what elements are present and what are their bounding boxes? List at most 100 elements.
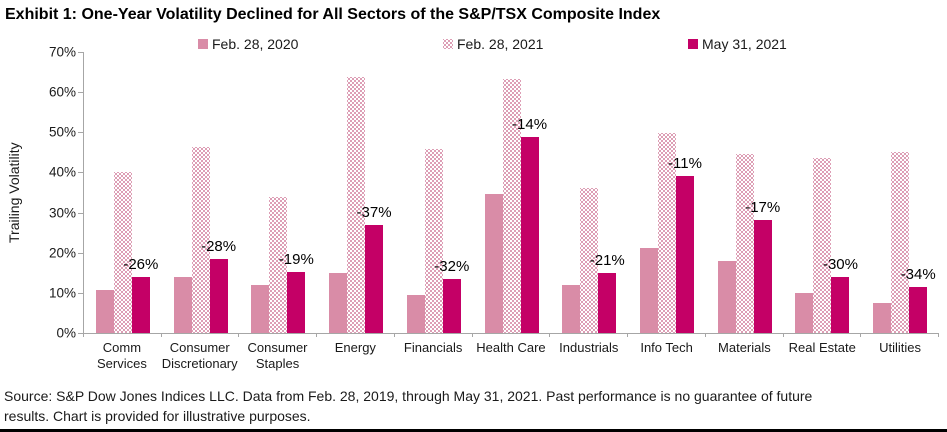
y-axis-tick-label: 50%: [48, 124, 76, 140]
y-axis-tick: [78, 333, 84, 334]
bar-group-real-estate: -30%: [784, 52, 862, 333]
y-axis-tick-label: 10%: [48, 285, 76, 301]
y-axis-tick: [78, 132, 84, 134]
change-label-health-care: -14%: [512, 116, 548, 134]
plot-area: 70% 60% 50% 40% 30% 20% 10% 0% -26% -28% -19% -37% -…: [49, 45, 939, 341]
bar-info-tech-series-2: [676, 176, 694, 333]
x-axis-tick: [83, 333, 84, 337]
bar-group-energy: -37%: [317, 52, 395, 333]
y-axis-tick-label: 20%: [48, 245, 76, 261]
change-label-info-tech: -11%: [668, 155, 702, 173]
x-axis-tick: [393, 333, 395, 337]
legend-item-feb-28-2020: Feb. 28, 2020: [198, 36, 298, 52]
x-axis-label-utilities: Utilities: [879, 340, 921, 355]
legend-swatch-feb-28-2021-icon: [443, 39, 453, 49]
bar-materials-series-2: [753, 220, 772, 333]
change-label-energy: -37%: [356, 204, 392, 222]
x-axis-tick: [160, 333, 162, 337]
bar-real-estate-series-2: [831, 276, 850, 333]
x-axis-label-consumer-staples: Consumer Staples: [247, 340, 308, 372]
bar-info-tech-series-1: [658, 133, 676, 333]
y-axis-tick-label: 60%: [48, 84, 76, 100]
bar-utilities-series-1: [891, 151, 910, 333]
bar-group-comm-services: -26%: [84, 52, 162, 333]
bar-group-financials: -32%: [395, 52, 473, 333]
x-axis-label-health-care: Health Care: [476, 340, 546, 355]
y-axis-tick-label: 40%: [48, 164, 76, 180]
bar-comm-services-series-0: [95, 290, 114, 333]
y-axis-tick: [78, 292, 84, 294]
chart-title: Exhibit 1: One-Year Volatility Declined …: [5, 6, 661, 23]
y-axis-tick: [78, 252, 84, 254]
x-axis-label-energy: Energy: [334, 340, 376, 355]
y-axis-title: Trailing Volatility: [6, 142, 22, 244]
x-axis-tick: [782, 333, 784, 337]
x-axis-labels: Comm Services Consumer Discretionary Consu…: [83, 340, 939, 373]
bar-consumer-discretionary-series-2: [209, 258, 228, 333]
bar-materials-series-0: [717, 261, 736, 333]
bar-industrials-series-1: [580, 187, 599, 333]
x-axis-tick: [627, 333, 629, 337]
source-note-line-1: Source: S&P Dow Jones Indices LLC. Data …: [4, 388, 813, 404]
bar-group-materials: -17%: [706, 52, 784, 333]
bar-comm-services-series-2: [131, 276, 150, 333]
x-axis-tick: [238, 333, 240, 337]
legend-swatch-may-31-2021-icon: [688, 39, 698, 49]
bar-health-care-series-0: [484, 193, 503, 333]
change-label-consumer-staples: -19%: [278, 250, 314, 268]
x-axis-tick: [549, 333, 551, 337]
change-label-comm-services: -26%: [123, 255, 159, 273]
x-axis-label-industrials: Industrials: [559, 340, 619, 355]
bar-group-industrials: -21%: [550, 52, 628, 333]
x-axis-tick: [471, 333, 473, 337]
bar-energy-series-2: [365, 225, 384, 333]
bar-group-info-tech: -11%: [628, 52, 706, 333]
bar-group-consumer-staples: -19%: [239, 52, 317, 333]
y-axis-tick: [78, 52, 84, 53]
source-note: Source: S&P Dow Jones Indices LLC. Data …: [4, 386, 944, 426]
legend-item-may-31-2021: May 31, 2021: [688, 36, 787, 52]
x-axis-label-materials: Materials: [718, 340, 771, 355]
x-axis-tick: [704, 333, 706, 337]
legend-label-feb-28-2020: Feb. 28, 2020: [212, 36, 299, 52]
bar-consumer-discretionary-series-1: [191, 147, 210, 333]
y-axis-tick: [78, 172, 84, 174]
change-label-industrials: -21%: [589, 251, 625, 269]
legend-label-feb-28-2021: Feb. 28, 2021: [457, 36, 544, 52]
y-axis-tick: [78, 92, 84, 94]
bar-energy-series-0: [329, 272, 348, 333]
x-axis-tick: [860, 333, 862, 337]
bar-health-care-series-2: [520, 137, 539, 333]
bar-group-utilities: -34%: [861, 52, 939, 333]
x-axis-label-financials: Financials: [403, 340, 463, 355]
change-label-materials: -17%: [745, 199, 781, 217]
bar-consumer-staples-series-2: [287, 271, 306, 333]
change-label-financials: -32%: [434, 257, 470, 275]
x-axis-label-real-estate: Real Estate: [788, 340, 856, 355]
change-label-consumer-discretionary: -28%: [201, 237, 237, 255]
y-axis-tick: [78, 212, 84, 214]
bar-real-estate-series-0: [795, 292, 814, 333]
bar-materials-series-1: [735, 153, 754, 333]
x-axis-tick: [938, 333, 939, 337]
bar-financials-series-1: [424, 148, 443, 333]
bar-comm-services-series-1: [113, 172, 132, 333]
bar-group-consumer-discretionary: -28%: [162, 52, 240, 333]
legend-item-feb-28-2021: Feb. 28, 2021: [443, 36, 543, 52]
bar-utilities-series-2: [909, 286, 928, 333]
x-axis-label-info-tech: Info Tech: [640, 340, 693, 355]
bar-group-health-care: -14%: [473, 52, 551, 333]
bar-info-tech-series-0: [640, 247, 658, 333]
x-axis-tick: [316, 333, 318, 337]
bar-real-estate-series-1: [813, 158, 832, 333]
bar-financials-series-2: [442, 278, 461, 333]
bar-financials-series-0: [406, 295, 425, 333]
bar-consumer-staples-series-0: [251, 284, 270, 333]
bar-industrials-series-0: [562, 284, 581, 333]
bar-consumer-discretionary-series-0: [173, 276, 192, 333]
x-axis-label-comm-services: Comm Services: [96, 340, 147, 372]
bottom-divider: [0, 429, 947, 432]
bar-utilities-series-0: [873, 302, 892, 333]
change-label-real-estate: -30%: [822, 255, 858, 273]
